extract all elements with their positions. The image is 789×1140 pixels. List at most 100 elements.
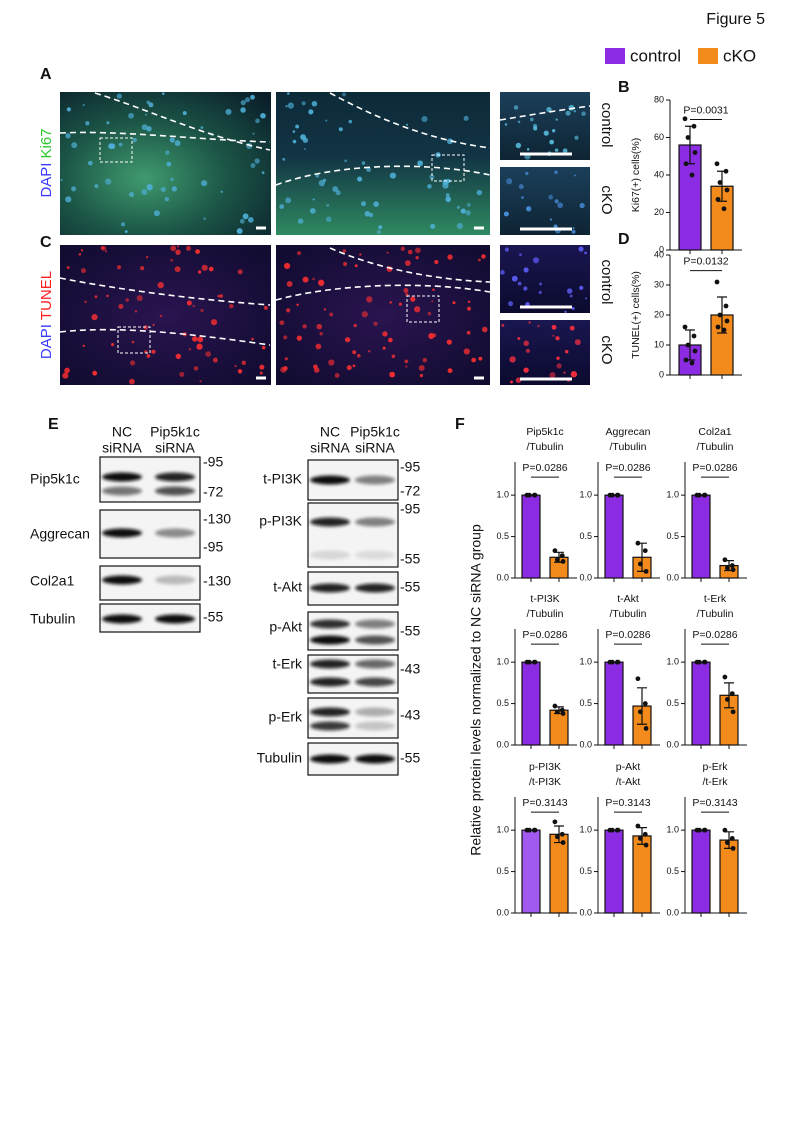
scale-bars <box>256 152 572 381</box>
data-point <box>682 116 688 122</box>
chart-title: /t-Erk <box>702 776 728 788</box>
blot-band <box>355 707 395 717</box>
lane-header: NC <box>320 424 340 440</box>
nucleus <box>357 353 361 358</box>
nucleus <box>263 305 268 310</box>
nucleus <box>581 111 586 117</box>
lane-header: NC <box>112 424 132 440</box>
blot-band <box>355 721 395 731</box>
nucleus <box>225 108 232 115</box>
y-axis-label: TUNEL(+) cells(%) <box>630 271 642 359</box>
bar <box>691 494 711 579</box>
size-marker: -130 <box>203 511 231 527</box>
nucleus <box>296 335 302 341</box>
nucleus <box>517 120 521 124</box>
nucleus <box>60 178 63 182</box>
nucleus <box>421 115 428 123</box>
nucleus <box>148 102 154 108</box>
boundary <box>59 277 271 306</box>
data-point <box>729 836 735 841</box>
data-point <box>526 659 532 665</box>
nucleus <box>82 103 85 107</box>
nucleus <box>378 225 383 230</box>
nucleus <box>466 202 471 207</box>
nucleus <box>478 356 483 361</box>
data-point <box>702 659 708 665</box>
data-point <box>722 827 728 833</box>
nucleus <box>427 184 432 189</box>
chart-title: Pip5k1c <box>526 426 563 438</box>
nucleus <box>260 112 266 119</box>
nucleus <box>510 380 513 384</box>
blot-band <box>355 659 395 669</box>
nucleus <box>456 205 460 209</box>
blot-label: Aggrecan <box>30 526 90 542</box>
stain-label: DAPI TUNEL <box>38 271 55 359</box>
y-tick-label: 20 <box>654 309 664 319</box>
chart-title: /Tubulin <box>610 441 647 453</box>
nucleus <box>71 186 77 192</box>
y-tick-label: 60 <box>654 132 664 142</box>
nucleus <box>316 323 323 330</box>
size-marker: -130 <box>203 573 231 589</box>
nucleus <box>132 137 137 143</box>
nucleus <box>566 288 573 294</box>
nucleus <box>553 224 558 229</box>
nucleus <box>302 324 307 329</box>
row-label: control <box>598 102 615 147</box>
blot-band <box>155 472 195 482</box>
nucleus <box>94 184 99 189</box>
nucleus <box>94 295 98 299</box>
nucleus <box>410 296 416 302</box>
nucleus <box>92 370 98 376</box>
nucleus <box>352 364 356 368</box>
nucleus <box>66 107 71 112</box>
nucleus <box>170 245 177 252</box>
data-point <box>715 196 721 202</box>
nucleus <box>175 353 181 360</box>
nucleus <box>525 206 532 212</box>
data-point <box>554 834 560 840</box>
nucleus <box>85 121 90 126</box>
y-tick-label: 40 <box>654 249 664 259</box>
nucleus <box>528 321 531 324</box>
nucleus <box>564 310 567 313</box>
y-tick-label: 1.0 <box>579 490 592 500</box>
data-point <box>692 348 698 354</box>
nucleus <box>287 102 294 109</box>
nucleus <box>551 324 557 330</box>
chart-title: t-PI3K <box>530 593 559 605</box>
nucleus <box>62 372 69 379</box>
nucleus <box>532 257 540 264</box>
blot-band <box>355 475 395 485</box>
nucleus <box>413 306 421 313</box>
nucleus <box>562 148 568 154</box>
nucleus <box>359 253 362 256</box>
nucleus <box>447 254 453 260</box>
blot-band <box>310 677 350 687</box>
data-point <box>714 161 720 167</box>
nucleus <box>517 337 521 340</box>
data-point <box>609 659 615 665</box>
nucleus <box>255 118 260 124</box>
nucleus <box>476 189 483 196</box>
nucleus <box>357 176 363 182</box>
nucleus <box>432 333 437 338</box>
nucleus <box>176 245 180 248</box>
nucleus <box>584 297 588 300</box>
bar <box>719 839 739 914</box>
y-tick-label: 40 <box>654 169 664 179</box>
panel-label: C <box>40 234 52 251</box>
y-axis-label: Relative protein levels normalized to NC… <box>468 524 484 856</box>
blot-band <box>310 583 350 593</box>
stain-name: DAPI <box>38 163 55 198</box>
nucleus <box>308 109 314 115</box>
nucleus <box>432 288 435 292</box>
nucleus <box>569 294 573 298</box>
row-label: cKO <box>598 335 615 364</box>
data-point <box>724 565 730 571</box>
nucleus <box>549 372 556 379</box>
data-point <box>635 676 641 682</box>
nucleus <box>141 124 148 131</box>
data-point <box>722 674 728 680</box>
